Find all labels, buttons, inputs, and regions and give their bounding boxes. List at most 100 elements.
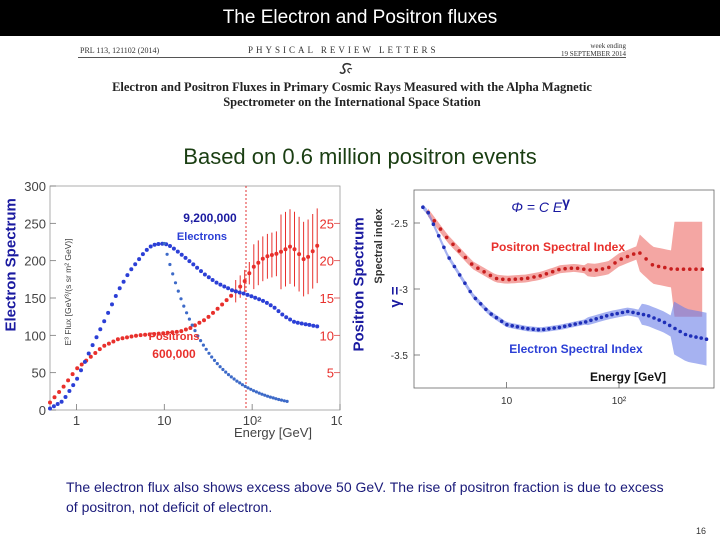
positron-flux-point <box>243 279 247 283</box>
electron-index-point <box>705 337 709 341</box>
electron-flux-point <box>277 309 281 313</box>
electron-flux-point <box>60 400 64 404</box>
positron-index-point <box>545 272 549 276</box>
electron-index-point <box>663 321 667 325</box>
electron-flux-point <box>261 299 265 303</box>
electron-flux-point <box>265 301 269 305</box>
positron-index-point <box>669 267 673 271</box>
electron-flux-point <box>141 252 145 256</box>
positron-flux-point <box>252 265 256 269</box>
electron-index-point <box>484 308 488 312</box>
electron-fit-point <box>216 362 219 365</box>
flux-right-tick-label: 15 <box>320 291 334 306</box>
electron-flux-point <box>122 280 126 284</box>
paper-citation: PRL 113, 121102 (2014) <box>80 46 159 55</box>
electron-fit-point <box>258 392 261 395</box>
electron-fit-point <box>280 399 283 402</box>
positron-flux-point <box>315 244 319 248</box>
electron-fit-point <box>263 394 266 397</box>
electron-flux-point <box>246 293 250 297</box>
electron-flux-point <box>315 324 319 328</box>
electron-flux-point <box>118 286 122 290</box>
electron-flux-point <box>211 278 215 282</box>
positron-flux-point <box>270 253 274 257</box>
flux-right-tick-label: 5 <box>327 366 334 381</box>
paper-title: Electron and Positron Fluxes in Primary … <box>72 80 632 110</box>
electron-flux-point <box>292 320 296 324</box>
electron-flux-point <box>184 256 188 260</box>
electron-index-point <box>500 320 504 324</box>
flux-right-tick-label: 20 <box>320 254 334 269</box>
electron-flux-point <box>95 335 99 339</box>
electron-flux-point <box>203 273 207 277</box>
electron-index-point <box>642 313 646 317</box>
flux-left-tick-label: 250 <box>24 216 46 231</box>
electron-fit-point <box>260 393 263 396</box>
electron-index-point <box>531 327 535 331</box>
positron-flux-point <box>238 285 242 289</box>
electron-flux-point <box>75 377 79 381</box>
flux-left-tick-label: 300 <box>24 180 46 194</box>
electron-flux-point <box>153 243 157 247</box>
flux-left-tick-label: 0 <box>39 403 46 418</box>
electron-fit-point <box>163 242 166 245</box>
positron-flux-point <box>297 252 301 256</box>
positron-flux-point <box>256 261 260 265</box>
electron-index-point <box>636 312 640 316</box>
electron-flux-point <box>133 262 137 266</box>
electron-fit-point <box>274 397 277 400</box>
positron-flux-point <box>134 334 138 338</box>
positron-flux-point <box>279 250 283 254</box>
electron-flux-point <box>288 318 292 322</box>
electron-fit-point <box>249 388 252 391</box>
positron-index-point <box>563 267 567 271</box>
positron-index-point <box>607 266 611 270</box>
electron-flux-point <box>156 242 160 246</box>
electron-flux-point <box>238 291 242 295</box>
electron-flux-point <box>79 368 83 372</box>
positron-flux-point <box>107 342 111 346</box>
flux-xlabel: Energy [GeV] <box>234 425 312 440</box>
electron-fit-point <box>188 318 191 321</box>
electron-index-point <box>584 320 588 324</box>
flux-right-tick-label: 10 <box>320 328 334 343</box>
positron-index-point <box>619 257 623 261</box>
positron-flux-point <box>216 307 220 311</box>
electron-index-point <box>516 325 520 329</box>
electron-flux-point <box>199 269 203 273</box>
flux-x-tick-label: 10 <box>157 413 171 428</box>
positron-flux-point <box>121 336 125 340</box>
electron-index-point <box>421 205 425 209</box>
positron-index-point <box>433 219 437 223</box>
positron-index-point <box>538 274 542 278</box>
electron-flux-point <box>257 297 261 301</box>
electron-index-point <box>526 327 530 331</box>
positron-flux-point <box>89 355 93 359</box>
positron-flux-point <box>93 351 97 355</box>
positron-flux-point <box>116 337 120 341</box>
positron-index-point <box>557 268 561 272</box>
electron-fit-point <box>205 348 208 351</box>
electron-fit-point <box>177 290 180 293</box>
electron-index-point <box>647 314 651 318</box>
positron-flux-point <box>102 344 106 348</box>
index-y-tick-label: -3 <box>399 285 408 296</box>
electron-index-point <box>542 328 546 332</box>
positron-index-point <box>520 277 524 281</box>
electron-index-point <box>558 326 562 330</box>
electron-fit-point <box>224 371 227 374</box>
flux-right-tick-label: 25 <box>320 216 334 231</box>
electron-fit-point <box>210 355 213 358</box>
electron-fit-point <box>283 399 286 402</box>
positron-flux-point <box>311 249 315 253</box>
electron-index-point <box>589 319 593 323</box>
electron-flux-point <box>311 324 315 328</box>
electron-flux-point <box>215 281 219 285</box>
electron-fit-point <box>213 359 216 362</box>
subtitle: Based on 0.6 million positron events <box>0 144 720 170</box>
electron-fit-point <box>272 396 275 399</box>
positron-flux-point <box>274 252 278 256</box>
electron-index-point <box>563 325 567 329</box>
electron-count: 9,200,000 <box>183 211 237 225</box>
electron-flux-point <box>180 253 184 257</box>
